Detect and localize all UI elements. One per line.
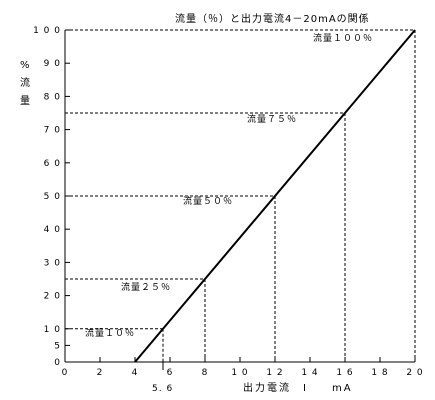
y-tick-label: 9 0 [44,59,61,69]
x-tick-label: 1 2 [266,368,283,378]
y-tick-label: 2 0 [44,292,61,302]
x-tick-label: 1 6 [336,368,353,378]
y-tick-label: 3 0 [44,258,61,268]
x-tick-label: 4 [132,368,139,378]
x-tick-label: 2 [97,368,104,378]
y-tick-label: 1 0 0 [33,26,61,36]
y-tick-label: 6 0 [44,159,61,169]
y-axis-label-char: % [20,60,30,71]
x-tick-label: 1 0 [231,368,248,378]
y-axis-label: % 流量 [20,60,30,107]
x-axis-label: 出力電流 I mA [243,381,353,394]
x-tick-label: 1 8 [371,368,388,378]
reference-point-label: 流量２５％ [121,281,171,293]
reference-point-label: 流量１０％ [85,327,135,339]
chart-title: 流量（％）と出力電流4－20mAの関係 [175,12,370,25]
reference-point-label: 流量１００％ [313,32,373,44]
y-axis-label-char: 流 [20,76,30,89]
reference-point-label: 流量５０％ [183,195,233,207]
y-tick-label: 7 0 [44,126,61,136]
y-tick-label: 5 0 [44,192,61,202]
y-tick-label: 4 0 [44,225,61,235]
y-tick-label: 1 0 [44,325,61,335]
x-tick-label: 0 [62,368,69,378]
x-annotation-label: 5. 6 [152,384,173,394]
y-tick-label: 8 0 [44,92,61,102]
series-line [134,29,416,363]
x-tick-label: 8 [202,368,209,378]
x-tick-label: 2 0 [406,368,423,378]
x-tick-label: 6 [167,368,174,378]
y-tick-label: 5 [54,341,61,351]
x-tick-label: 1 4 [301,368,318,378]
y-tick-label: 0 [54,358,61,368]
y-axis-label-char: 量 [20,95,30,107]
reference-point-label: 流量７５％ [247,113,297,125]
